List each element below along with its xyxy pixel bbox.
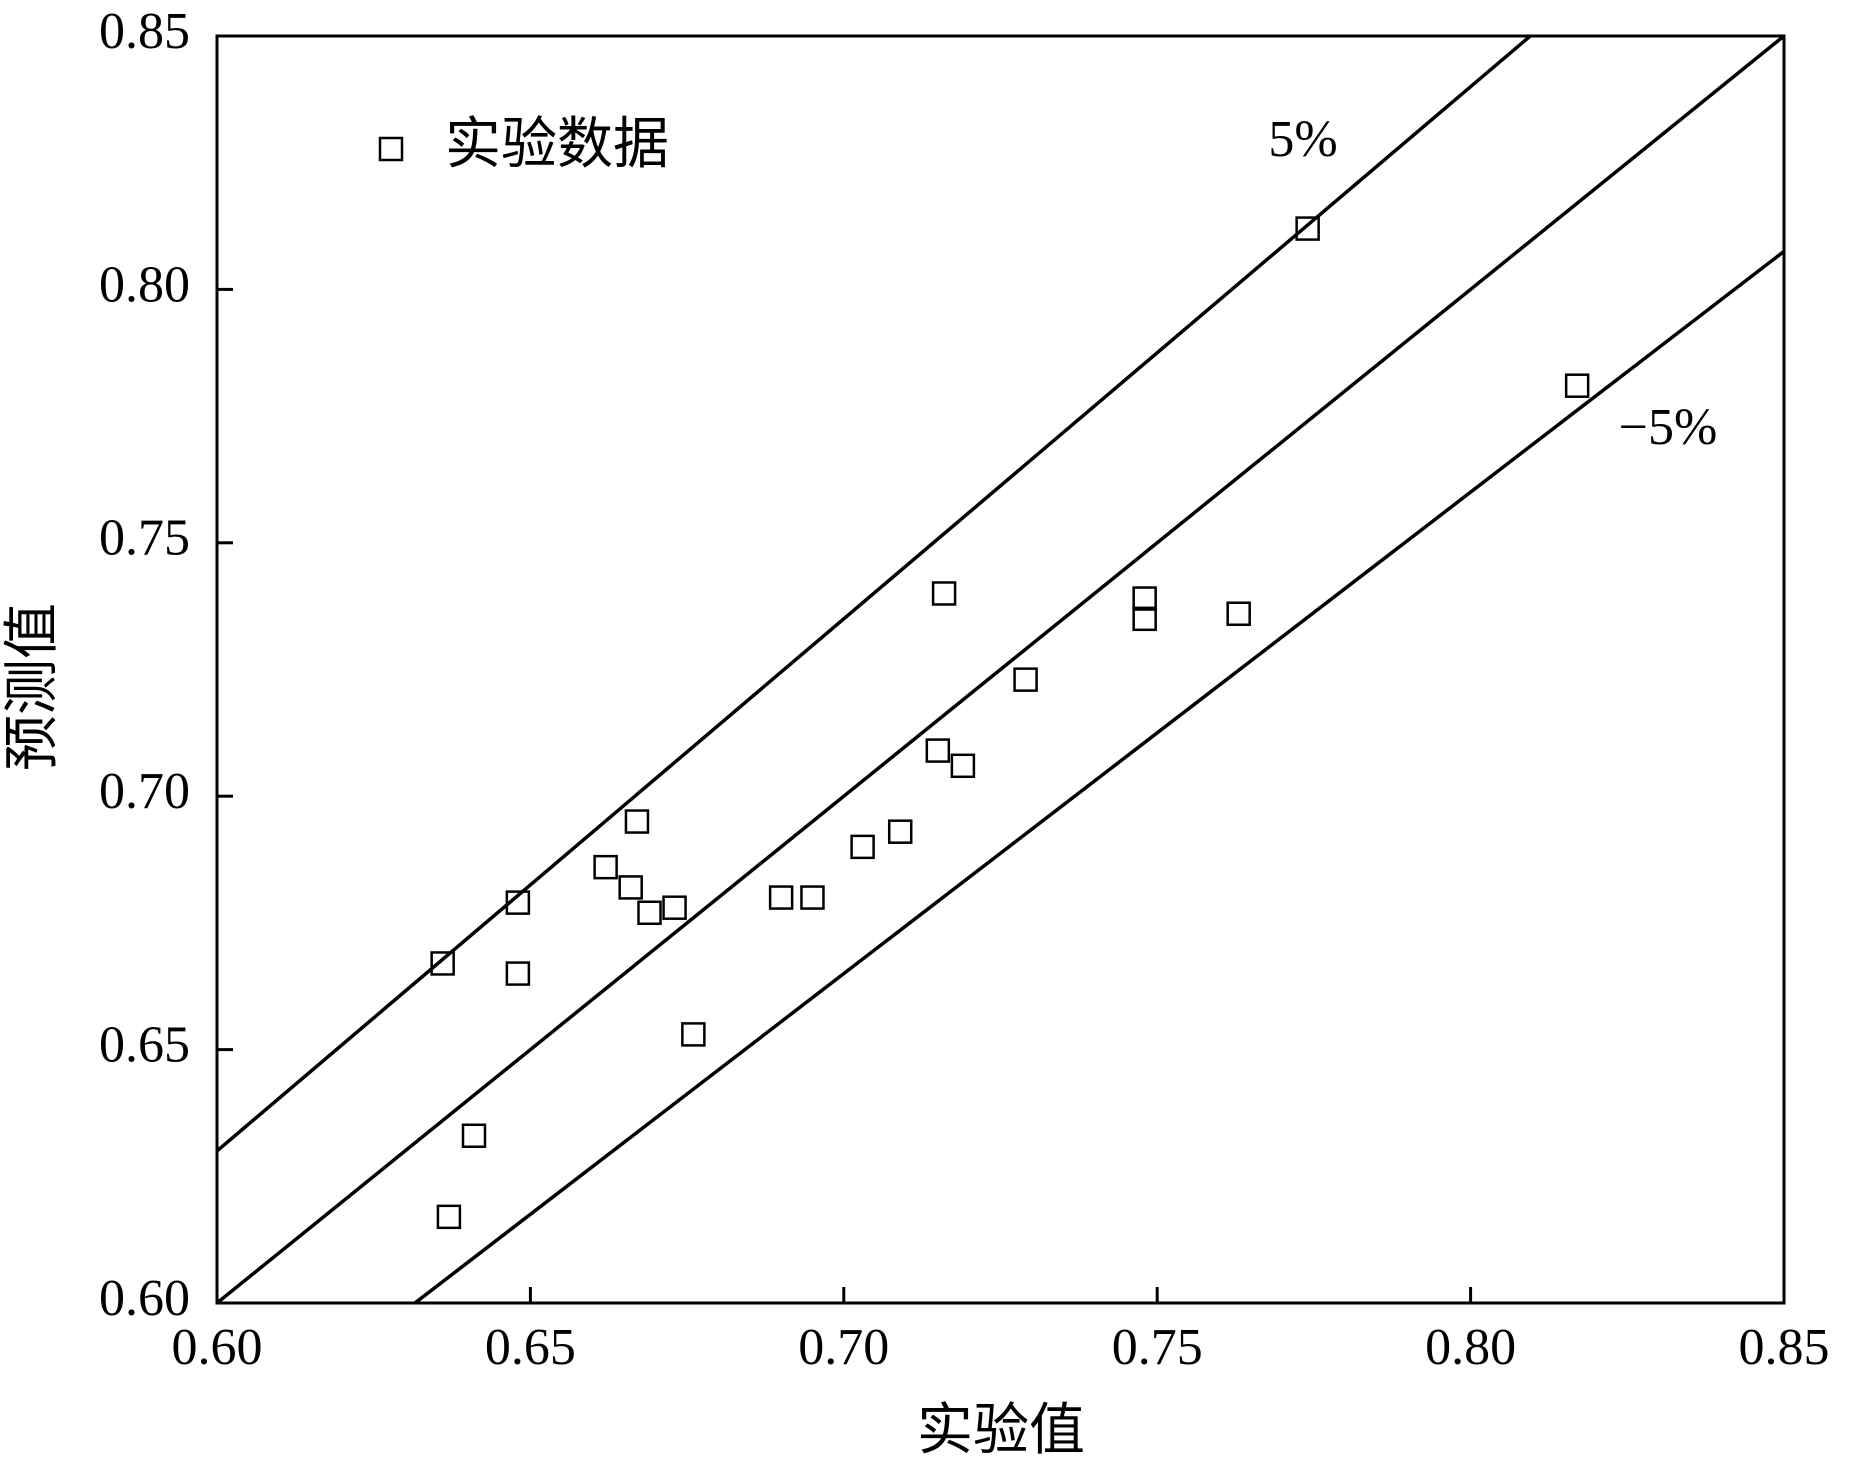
data-point <box>1226 601 1251 627</box>
data-point <box>624 809 650 834</box>
data-point <box>593 854 618 880</box>
data-point <box>1564 373 1590 398</box>
data-point <box>681 1022 706 1047</box>
deviation-line <box>217 36 1784 1303</box>
data-point <box>662 895 687 920</box>
y-axis-title: 预测值 <box>2 603 64 771</box>
data-point <box>931 581 957 606</box>
legend-label: 实验数据 <box>445 114 669 176</box>
y-tick-label: 0.65 <box>99 1017 190 1074</box>
data-point <box>1013 667 1038 692</box>
x-tick-label: 0.65 <box>485 1319 576 1376</box>
data-point <box>461 1123 487 1149</box>
data-point <box>436 1204 462 1230</box>
line-label: −5% <box>1619 399 1718 456</box>
x-tick-label: 0.80 <box>1425 1319 1516 1376</box>
data-point <box>1295 216 1320 241</box>
data-point <box>950 753 976 779</box>
reference-lines <box>217 36 1784 1303</box>
deviation-line <box>217 36 1533 1153</box>
x-tick-label: 0.70 <box>798 1319 889 1376</box>
x-axis-title: 实验值 <box>917 1400 1085 1462</box>
data-point <box>505 890 531 915</box>
data-point <box>887 819 913 844</box>
y-tick-label: 0.60 <box>99 1270 190 1327</box>
legend-marker <box>378 136 404 162</box>
data-point <box>430 951 455 976</box>
data-point <box>618 875 643 900</box>
line-label: 5% <box>1268 111 1337 168</box>
x-tick-label: 0.60 <box>172 1319 263 1376</box>
data-point <box>850 834 875 860</box>
data-point <box>768 885 794 910</box>
x-tick-label: 0.75 <box>1112 1319 1203 1376</box>
y-tick-label: 0.80 <box>99 256 190 313</box>
data-point <box>925 738 951 763</box>
data-point <box>800 885 825 910</box>
y-tick-label: 0.70 <box>99 763 190 820</box>
data-point <box>637 900 662 926</box>
y-tick-label: 0.75 <box>99 510 190 567</box>
data-point <box>1132 586 1157 611</box>
deviation-line <box>412 250 1784 1303</box>
y-tick-label: 0.85 <box>99 3 190 60</box>
x-tick-label: 0.85 <box>1739 1319 1830 1376</box>
plot-frame <box>215 34 1786 1305</box>
data-point <box>505 961 531 986</box>
data-point <box>1132 606 1157 632</box>
